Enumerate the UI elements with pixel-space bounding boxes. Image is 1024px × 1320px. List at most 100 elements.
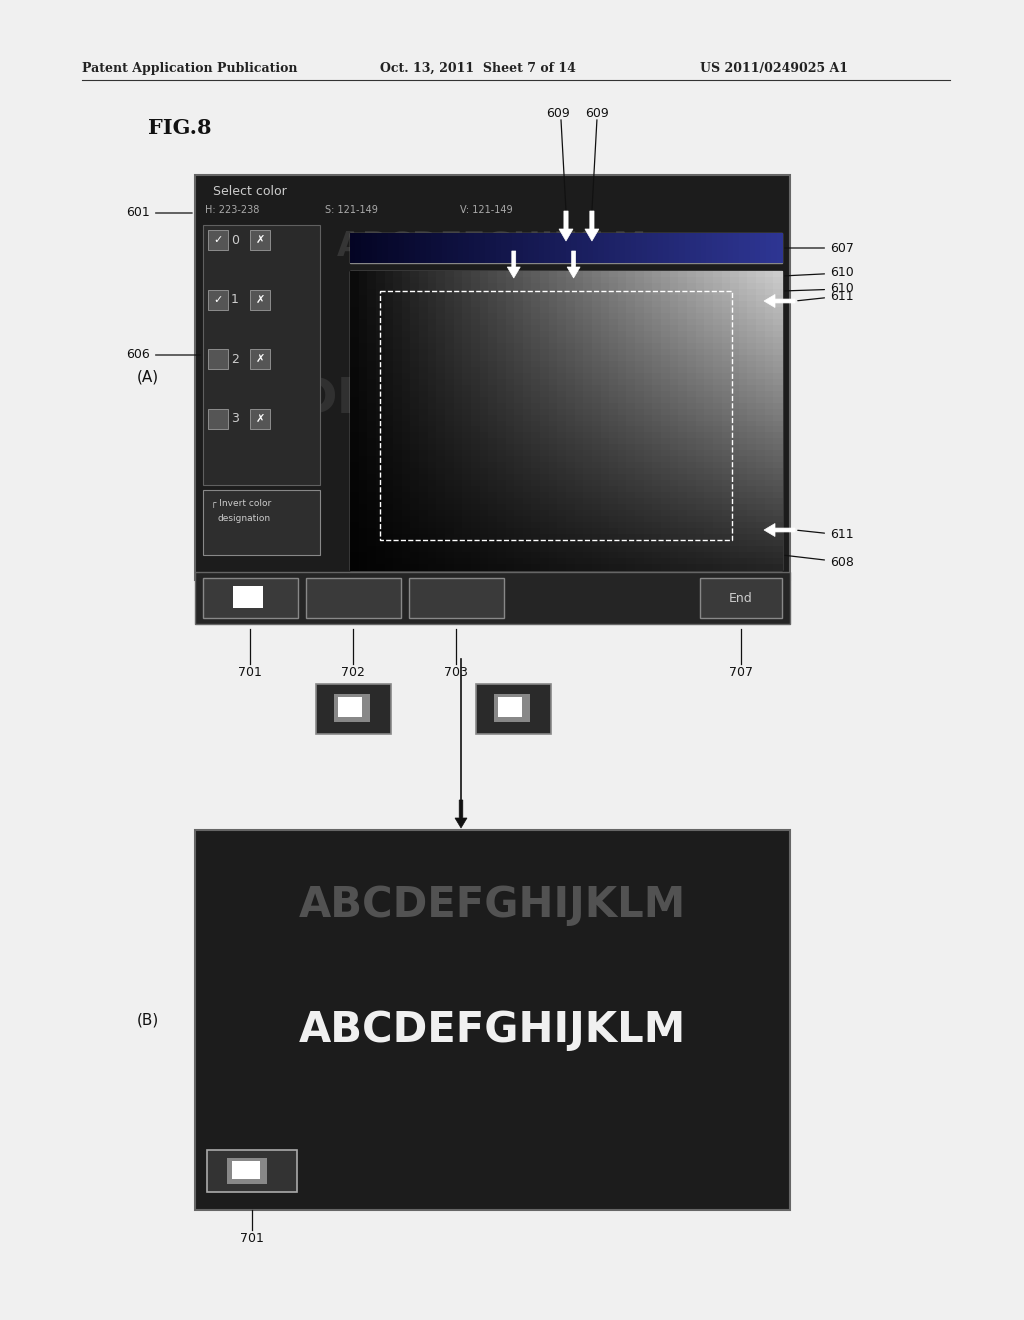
Bar bbox=[584, 360, 593, 368]
Bar bbox=[549, 391, 558, 397]
Bar bbox=[765, 379, 774, 385]
Bar bbox=[705, 433, 714, 440]
Bar bbox=[454, 474, 463, 482]
Bar bbox=[514, 294, 524, 302]
Bar bbox=[713, 396, 723, 404]
Bar bbox=[488, 492, 498, 499]
Bar bbox=[670, 343, 679, 350]
Bar bbox=[531, 462, 541, 470]
Bar bbox=[514, 391, 524, 397]
Bar bbox=[557, 306, 567, 314]
Bar bbox=[678, 355, 688, 362]
Bar bbox=[766, 234, 772, 263]
Bar bbox=[652, 379, 663, 385]
Bar bbox=[566, 445, 575, 451]
Bar bbox=[385, 319, 394, 326]
Bar bbox=[497, 348, 507, 355]
Bar bbox=[454, 480, 463, 487]
Bar bbox=[471, 337, 480, 343]
Bar bbox=[376, 301, 386, 308]
Bar bbox=[674, 234, 680, 263]
Bar bbox=[730, 546, 739, 553]
Bar bbox=[428, 384, 437, 392]
Bar bbox=[385, 277, 394, 284]
Bar bbox=[635, 433, 645, 440]
Bar bbox=[540, 546, 550, 553]
Bar bbox=[712, 234, 718, 263]
Bar bbox=[609, 469, 618, 475]
Bar bbox=[722, 396, 731, 404]
Bar bbox=[540, 391, 550, 397]
Bar bbox=[600, 426, 610, 433]
Bar bbox=[549, 469, 558, 475]
Bar bbox=[531, 391, 541, 397]
FancyArrow shape bbox=[764, 294, 795, 308]
Bar bbox=[428, 474, 437, 482]
Bar bbox=[748, 433, 757, 440]
Bar bbox=[574, 492, 585, 499]
Bar bbox=[454, 445, 463, 451]
Bar bbox=[454, 313, 463, 319]
Bar bbox=[730, 486, 739, 494]
Bar bbox=[385, 511, 394, 517]
Bar bbox=[506, 486, 515, 494]
Bar bbox=[428, 492, 437, 499]
Bar bbox=[411, 564, 420, 572]
Bar bbox=[687, 306, 696, 314]
Bar bbox=[462, 462, 472, 470]
Bar bbox=[584, 331, 593, 338]
Bar bbox=[730, 480, 739, 487]
Bar bbox=[705, 306, 714, 314]
Bar bbox=[730, 516, 739, 523]
Bar bbox=[600, 360, 610, 368]
Bar bbox=[600, 313, 610, 319]
Bar bbox=[523, 558, 532, 565]
Bar bbox=[462, 348, 472, 355]
Bar bbox=[419, 426, 429, 433]
Bar bbox=[445, 325, 455, 331]
Bar bbox=[250, 289, 270, 309]
Bar bbox=[540, 450, 550, 458]
Bar bbox=[514, 486, 524, 494]
Bar bbox=[644, 294, 653, 302]
Bar bbox=[350, 319, 359, 326]
Bar bbox=[584, 438, 593, 445]
Bar bbox=[471, 523, 480, 529]
Bar bbox=[756, 421, 766, 428]
Bar bbox=[652, 396, 663, 404]
Bar bbox=[557, 372, 567, 380]
Bar bbox=[385, 379, 394, 385]
Bar bbox=[687, 558, 696, 565]
Bar bbox=[678, 438, 688, 445]
Bar bbox=[730, 325, 739, 331]
Bar bbox=[549, 313, 558, 319]
Bar bbox=[662, 331, 671, 338]
Bar bbox=[635, 282, 645, 290]
Bar bbox=[670, 319, 679, 326]
Bar bbox=[748, 450, 757, 458]
Bar bbox=[401, 480, 412, 487]
Bar bbox=[479, 414, 489, 421]
Bar bbox=[713, 384, 723, 392]
Bar bbox=[765, 438, 774, 445]
Bar bbox=[471, 511, 480, 517]
Bar bbox=[644, 360, 653, 368]
Bar bbox=[678, 289, 688, 296]
Bar bbox=[419, 558, 429, 565]
Bar bbox=[540, 480, 550, 487]
Bar bbox=[574, 360, 585, 368]
Bar bbox=[411, 337, 420, 343]
Bar bbox=[445, 445, 455, 451]
Bar bbox=[497, 492, 507, 499]
Bar bbox=[705, 337, 714, 343]
Bar bbox=[609, 282, 618, 290]
Bar bbox=[652, 426, 663, 433]
Bar bbox=[652, 301, 663, 308]
Bar bbox=[411, 438, 420, 445]
Bar bbox=[652, 384, 663, 392]
Bar bbox=[687, 492, 696, 499]
Bar bbox=[436, 528, 446, 535]
Bar bbox=[419, 516, 429, 523]
Bar bbox=[652, 438, 663, 445]
Bar bbox=[592, 367, 601, 374]
